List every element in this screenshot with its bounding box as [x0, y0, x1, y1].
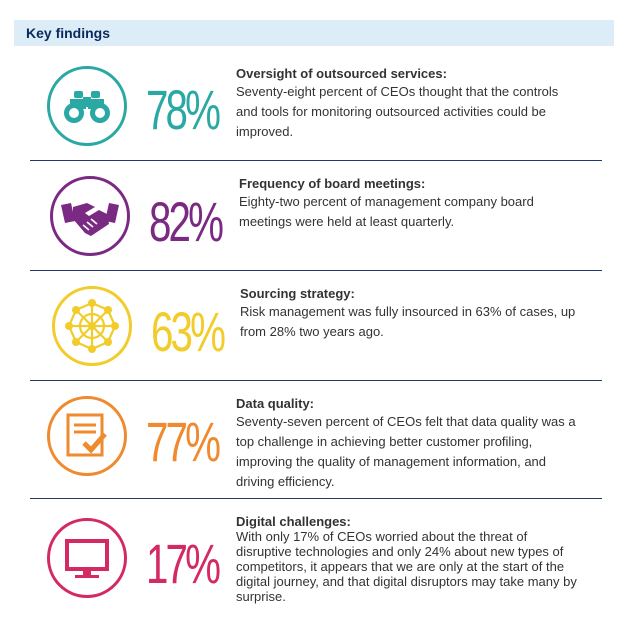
key-findings-header: Key findings	[14, 20, 614, 46]
percent-value: 82%	[149, 190, 224, 253]
text-line: top challenge in achieving better custom…	[236, 434, 533, 449]
text-line: Eighty-two percent of management company…	[239, 194, 534, 209]
divider	[30, 160, 602, 161]
text-line: improved.	[236, 124, 294, 139]
percent-value: 17%	[146, 532, 221, 595]
text-line: driving efficiency.	[236, 474, 335, 489]
page-title: Key findings	[26, 25, 111, 41]
divider	[30, 380, 602, 381]
finding-title: Oversight of outsourced services:	[236, 66, 447, 81]
text-line: Seventy-seven percent of CEOs felt that …	[236, 414, 576, 429]
finding-text: Risk management was fully insourced in 6…	[240, 302, 575, 342]
finding-text: Seventy-seven percent of CEOs felt that …	[236, 412, 576, 492]
text-line: improving the quality of management info…	[236, 454, 547, 469]
text-line: competitors, it appears that we are only…	[236, 559, 565, 574]
text-line: digital journey, and that digital disrup…	[236, 574, 577, 589]
finding-title: Sourcing strategy:	[240, 286, 355, 301]
binoculars-icon	[47, 66, 127, 146]
text-line: Risk management was fully insourced in 6…	[240, 304, 576, 319]
monitor-icon	[47, 518, 127, 598]
divider	[30, 498, 602, 499]
text-line: from 28% two years ago.	[240, 324, 384, 339]
network-icon	[52, 286, 132, 366]
percent-value: 78%	[146, 78, 221, 141]
divider	[30, 270, 602, 271]
finding-title: Digital challenges:	[236, 514, 351, 529]
finding-text: Eighty-two percent of management company…	[239, 192, 534, 232]
text-line: meetings were held at least quarterly.	[239, 214, 455, 229]
finding-text: Seventy-eight percent of CEOs thought th…	[236, 82, 558, 142]
percent-value: 77%	[146, 410, 221, 473]
finding-text: With only 17% of CEOs worried about the …	[236, 529, 577, 604]
percent-value: 63%	[151, 300, 226, 363]
finding-title: Data quality:	[236, 396, 315, 411]
handshake-icon	[50, 176, 130, 256]
text-line: disruptive technologies and only 24% abo…	[236, 544, 564, 559]
checklist-icon	[47, 396, 127, 476]
text-line: surprise.	[236, 589, 286, 604]
finding-title: Frequency of board meetings:	[239, 176, 426, 191]
text-line: Seventy-eight percent of CEOs thought th…	[236, 84, 559, 99]
text-line: With only 17% of CEOs worried about the …	[236, 529, 528, 544]
text-line: and tools for monitoring outsourced acti…	[236, 104, 547, 119]
